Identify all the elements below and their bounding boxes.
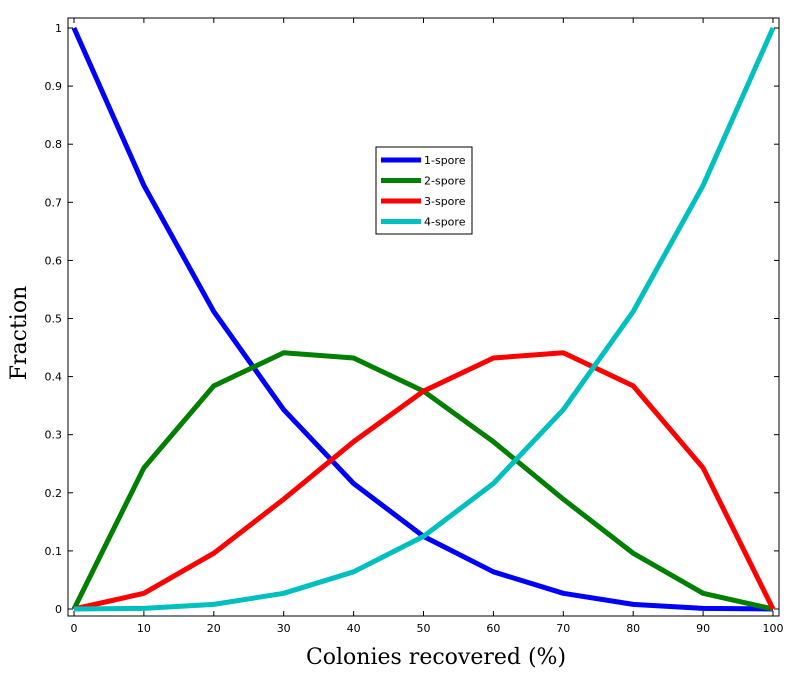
x-tick-label: 0 <box>71 622 78 635</box>
y-tick-label: 0.3 <box>45 429 63 442</box>
x-tick-label: 90 <box>696 622 710 635</box>
y-tick-label: 0.7 <box>45 196 63 209</box>
series-line-3-spore <box>73 350 776 612</box>
y-tick-label: 0.5 <box>45 313 63 326</box>
x-axis-title: Colonies recovered (%) <box>306 645 566 670</box>
x-tick-label: 70 <box>556 622 570 635</box>
legend-label-1-spore: 1-spore <box>424 154 466 167</box>
legend: 1-spore 2-spore 3-spore 4-spore <box>375 146 473 235</box>
legend-label-3-spore: 3-spore <box>424 195 466 208</box>
x-tick-label: 100 <box>763 622 784 635</box>
x-tick-label: 30 <box>277 622 291 635</box>
x-tick-label: 50 <box>417 622 431 635</box>
y-axis-title: Fraction <box>7 286 32 381</box>
y-tick-label: 0.4 <box>45 371 63 384</box>
y-tick-label: 0.6 <box>45 254 63 267</box>
y-tick-label: 0.9 <box>45 80 63 93</box>
series-layer <box>71 26 776 612</box>
x-tick-label: 10 <box>137 622 151 635</box>
series-line-4-spore <box>73 26 776 612</box>
y-tick-label: 0.2 <box>45 487 63 500</box>
y-tick-label: 1 <box>55 22 62 35</box>
x-tick-label: 40 <box>347 622 361 635</box>
x-tick-label: 60 <box>486 622 500 635</box>
x-tick-label: 20 <box>207 622 221 635</box>
y-tick-label: 0 <box>55 603 62 616</box>
legend-label-2-spore: 2-spore <box>424 175 466 188</box>
y-tick-label: 0.8 <box>45 138 63 151</box>
x-tick-label: 80 <box>626 622 640 635</box>
plot-area <box>68 18 779 616</box>
ticks-layer: 0 10 20 30 40 50 60 70 80 90 100 0 0.1 0.2 0.3 0.4 0.5 0.… <box>45 18 784 635</box>
y-tick-label: 0.1 <box>45 545 63 558</box>
plot-frame <box>67 17 780 617</box>
legend-label-4-spore: 4-spore <box>424 216 466 229</box>
